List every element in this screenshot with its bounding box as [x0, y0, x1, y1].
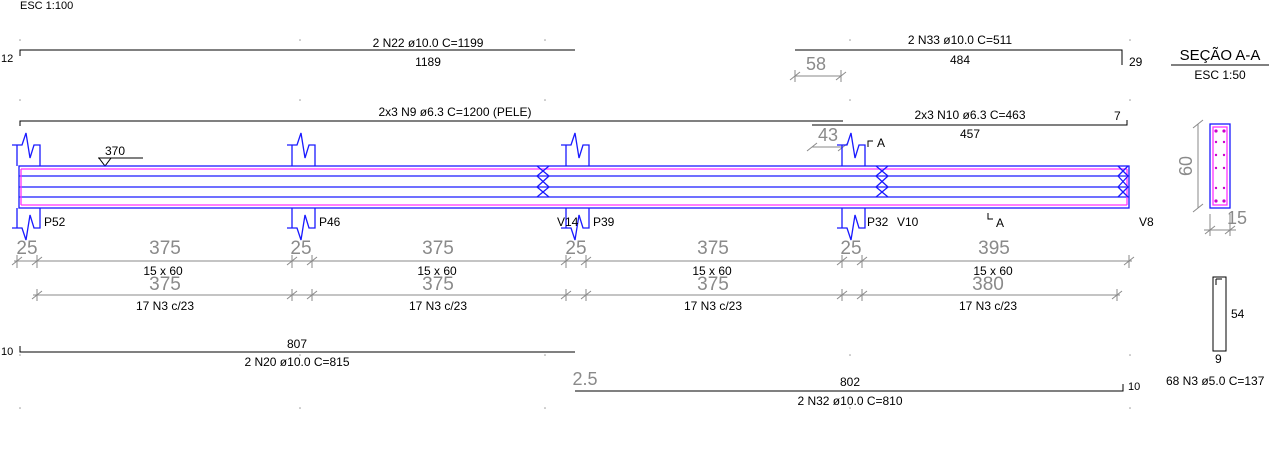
- level-mark: 370: [98, 144, 143, 167]
- skin-bar-n10: 2x3 N10 ø6.3 C=463 457 7 43: [806, 108, 1128, 152]
- level-mark-value: 370: [105, 144, 125, 158]
- section-cut-bottom-label: A: [996, 216, 1004, 230]
- stirrup-detail: 54 9 68 N3 ø5.0 C=137: [1166, 276, 1265, 388]
- support-width-3: 25: [565, 238, 586, 259]
- stirrup-span-3: 375: [697, 274, 729, 295]
- bottom-bar-n20: 807 2 N20 ø10.0 C=815 10: [1, 337, 575, 369]
- bottom-bar-n32: 802 2 N32 ø10.0 C=810 10 2.5: [572, 369, 1140, 408]
- bottom-bar-n32-length: 802: [840, 375, 860, 389]
- bottom-bar-n20-hook: 10: [1, 346, 13, 358]
- section-cut-top-label: A: [877, 136, 885, 150]
- span-section-4: 15 x 60: [973, 264, 1013, 278]
- support-width-4: 25: [840, 238, 861, 259]
- span-length-3: 375: [697, 238, 729, 259]
- bottom-bar-n32-hook: 10: [1128, 381, 1140, 393]
- stirrup-count-4: 17 N3 c/23: [959, 299, 1017, 313]
- support-label-v8: V8: [1139, 215, 1154, 229]
- support-width-2: 25: [290, 238, 311, 259]
- span-section-1: 15 x 60: [143, 264, 183, 278]
- stirrup-height: 54: [1231, 307, 1245, 321]
- support-label-p52: P52: [44, 215, 66, 229]
- skin-bar-overlap: 43: [818, 125, 838, 145]
- column-p52: [12, 132, 41, 241]
- beam-elevation: [18, 165, 1130, 209]
- support-label-p46: P46: [319, 215, 341, 229]
- skin-bar-n9: 2x3 N9 ø6.3 C=1200 (PELE): [19, 105, 843, 126]
- top-bar-n22-length: 1189: [415, 55, 441, 69]
- support-width-1: 25: [16, 238, 37, 259]
- top-bar-n33-label: 2 N33 ø10.0 C=511: [908, 33, 1013, 47]
- column-p46: [287, 132, 316, 241]
- stirrup-span-2: 375: [422, 274, 454, 295]
- section-width: 15: [1227, 208, 1247, 228]
- column-p39: [561, 132, 590, 241]
- bottom-bar-n20-length: 807: [287, 337, 307, 351]
- section-rebars: [1214, 129, 1226, 203]
- skin-bar-n9-label: 2x3 N9 ø6.3 C=1200 (PELE): [378, 105, 531, 119]
- section-height: 60: [1176, 156, 1196, 176]
- span-length-1: 375: [149, 238, 181, 259]
- stirrup-count-1: 17 N3 c/23: [136, 299, 194, 313]
- column-p32: [837, 132, 866, 241]
- drawing-scale: ESC 1:100: [20, 0, 73, 12]
- top-bar-n33-length: 484: [950, 53, 970, 67]
- support-label-v14: V14: [557, 215, 579, 229]
- stirrup-label: 68 N3 ø5.0 C=137: [1166, 374, 1265, 388]
- span-section-3: 15 x 60: [692, 264, 732, 278]
- top-bar-n33-hook: 29: [1129, 55, 1143, 69]
- top-bar-overlap: 58: [806, 54, 826, 74]
- section-scale: ESC 1:50: [1194, 68, 1246, 82]
- top-bar-n22: 2 N22 ø10.0 C=1199 1189 12: [1, 36, 575, 69]
- bottom-bar-n32-offset: 2.5: [572, 369, 597, 389]
- skin-bar-n10-label: 2x3 N10 ø6.3 C=463: [914, 108, 1025, 122]
- span-dimension-line: [11, 255, 1135, 268]
- stirrup-count-2: 17 N3 c/23: [409, 299, 467, 313]
- stirrup-span-1: 375: [149, 274, 181, 295]
- stirrup-span-4: 380: [972, 274, 1004, 295]
- cross-section-a-a: SEÇÃO A-A ESC 1:50 60 15: [1171, 47, 1269, 236]
- span-length-4: 395: [978, 238, 1010, 259]
- span-length-2: 375: [422, 238, 454, 259]
- support-label-v10: V10: [897, 215, 919, 229]
- grid-dots: [19, 39, 1131, 409]
- section-cut: A A: [867, 136, 1004, 230]
- support-label-p32: P32: [867, 215, 889, 229]
- skin-bar-n10-length: 457: [960, 127, 980, 141]
- top-bar-n22-label: 2 N22 ø10.0 C=1199: [373, 36, 484, 50]
- section-title: SEÇÃO A-A: [1180, 47, 1261, 64]
- skin-bar-n10-hook: 7: [1114, 109, 1121, 123]
- bottom-bar-n20-label: 2 N20 ø10.0 C=815: [244, 355, 349, 369]
- bottom-bar-n32-label: 2 N32 ø10.0 C=810: [797, 394, 902, 408]
- stirrup-dimension-line: [31, 289, 1123, 301]
- stirrup-width: 9: [1215, 352, 1222, 366]
- support-columns: [12, 132, 866, 241]
- top-bar-n22-hook: 12: [1, 53, 13, 65]
- span-section-2: 15 x 60: [417, 264, 457, 278]
- support-label-p39: P39: [593, 215, 615, 229]
- top-bar-n33: 2 N33 ø10.0 C=511 484 29 58: [789, 33, 1143, 82]
- stirrup-count-3: 17 N3 c/23: [684, 299, 742, 313]
